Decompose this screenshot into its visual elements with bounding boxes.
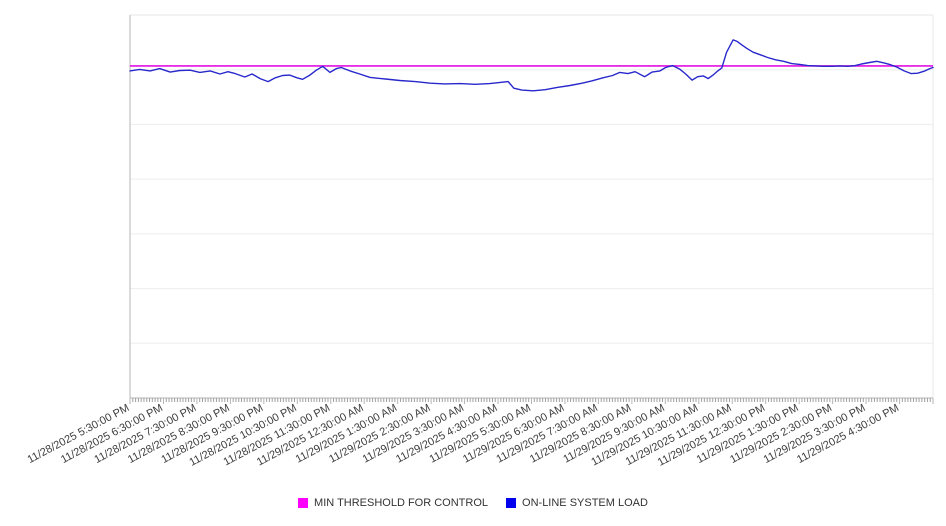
min-threshold-swatch-icon [298,498,309,508]
gridlines [130,69,933,344]
legend-item-system-load[interactable]: ON-LINE SYSTEM LOAD [506,497,648,509]
system-load-swatch-icon [506,498,517,508]
legend-item-min-threshold[interactable]: MIN THRESHOLD FOR CONTROL [298,497,488,509]
axes [129,14,934,399]
legend-label: ON-LINE SYSTEM LOAD [522,497,648,509]
legend-label: MIN THRESHOLD FOR CONTROL [314,497,489,509]
system-load-series [129,39,934,92]
x-axis-ticks [129,398,934,404]
chart-legend: MIN THRESHOLD FOR CONTROL ON-LINE SYSTEM… [0,497,946,509]
system-load-line [129,39,934,92]
